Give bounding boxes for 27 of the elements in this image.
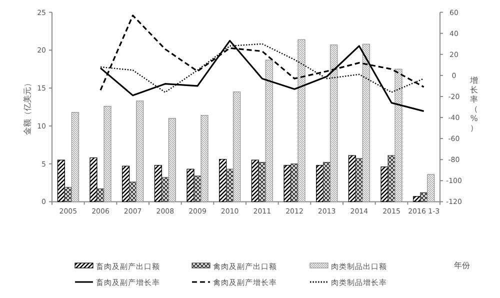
bar xyxy=(316,165,324,202)
bar xyxy=(348,155,356,202)
text: 年份 xyxy=(454,261,470,270)
bar xyxy=(284,165,292,202)
bar xyxy=(226,168,234,202)
bar xyxy=(323,162,331,202)
bar xyxy=(96,188,104,202)
bar xyxy=(251,160,259,202)
bar xyxy=(186,168,194,202)
y-axis-title: 金额（亿美元） xyxy=(23,79,32,135)
bar xyxy=(90,157,98,202)
bar xyxy=(380,166,388,202)
bar xyxy=(420,192,428,202)
bar xyxy=(388,155,396,202)
bar xyxy=(64,187,72,202)
y2-axis-title: 增长率（%） xyxy=(469,76,478,132)
bar xyxy=(154,165,162,202)
bar xyxy=(57,160,65,202)
bar xyxy=(413,196,421,202)
bar xyxy=(129,182,137,202)
bar xyxy=(258,162,266,202)
bar xyxy=(122,166,130,202)
bar xyxy=(355,158,363,202)
bar xyxy=(219,158,227,202)
bar xyxy=(161,177,169,202)
bar xyxy=(290,164,298,202)
bar xyxy=(194,176,202,202)
